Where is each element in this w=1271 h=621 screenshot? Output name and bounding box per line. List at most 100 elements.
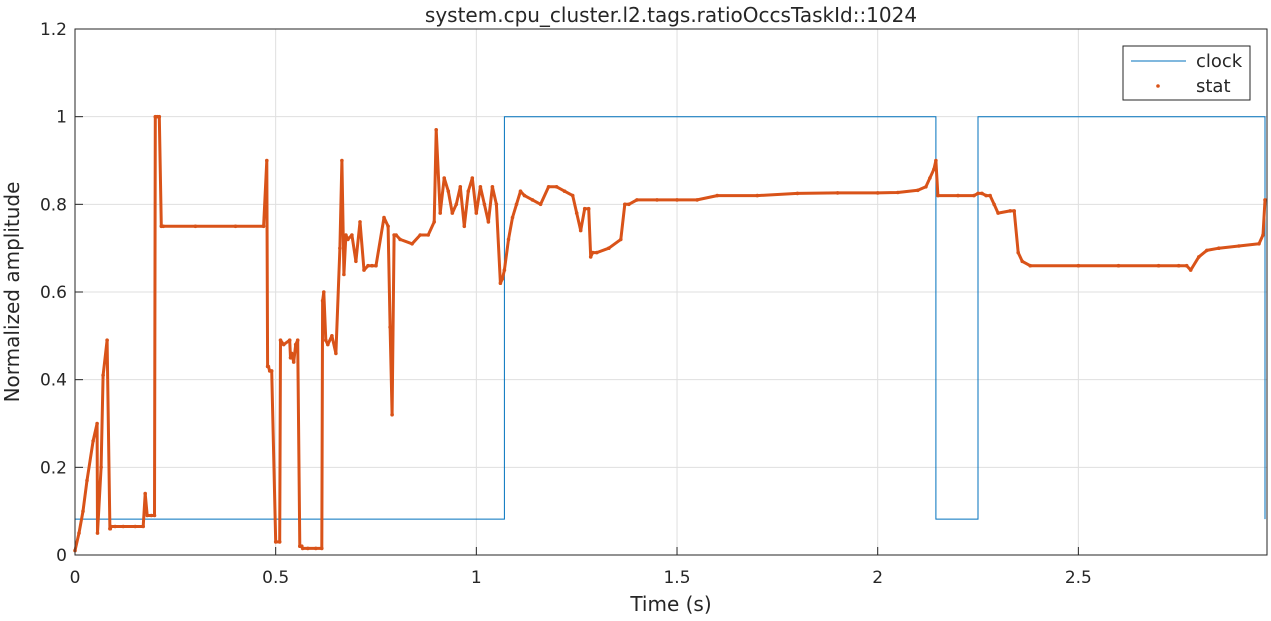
series-stat-point xyxy=(470,176,475,180)
series-stat xyxy=(73,114,1267,553)
y-tick-label: 1.2 xyxy=(40,20,67,40)
series-stat-point xyxy=(1257,242,1261,246)
series-stat-point xyxy=(1016,250,1020,255)
series-stat-point xyxy=(635,198,639,202)
series-stat-point xyxy=(795,191,800,196)
series-stat-point xyxy=(514,202,519,207)
series-stat-point xyxy=(1176,263,1181,268)
series-stat-point xyxy=(574,211,579,215)
series-stat-point xyxy=(916,188,920,193)
series-stat-point xyxy=(233,224,238,229)
series-stat-point xyxy=(141,524,145,529)
series-stat-point xyxy=(278,338,283,343)
series-stat-point xyxy=(265,158,269,163)
series-stat-point xyxy=(281,342,286,347)
series-stat-point xyxy=(522,193,527,198)
series-stat-point xyxy=(149,513,154,518)
series-stat-point xyxy=(570,193,575,198)
series-stat-point xyxy=(538,202,543,207)
series-stat-point xyxy=(394,233,398,237)
series-stat-point xyxy=(675,198,679,202)
series-stat-point xyxy=(291,360,296,364)
series-stat-point xyxy=(358,220,362,224)
series-stat-point xyxy=(546,185,551,189)
series-stat-point xyxy=(1076,263,1081,268)
series-stat-point xyxy=(992,202,996,207)
series-stat-point xyxy=(446,189,451,193)
series-stat-point xyxy=(386,224,390,229)
series-stat-point xyxy=(374,263,378,268)
series-stat-point xyxy=(875,191,880,195)
series-stat-point xyxy=(314,546,318,551)
series-stat-point xyxy=(105,338,109,343)
series-stat-point xyxy=(562,189,567,193)
series-stat-point xyxy=(486,220,491,224)
series-stat-point xyxy=(715,193,719,198)
series-stat-point xyxy=(334,351,338,356)
series-stat-point xyxy=(1263,198,1267,202)
x-tick-label: 2.5 xyxy=(1065,568,1092,588)
y-axis-label: Normalized amplitude xyxy=(0,182,24,403)
series-stat-point xyxy=(474,211,479,215)
series-stat-point xyxy=(490,185,495,189)
series-stat-point xyxy=(1020,259,1024,264)
y-axis-ticks: 0 0.2 0.4 0.6 0.8 1 1.2 xyxy=(40,20,83,566)
y-tick-label: 0.4 xyxy=(40,371,67,391)
series-stat-point xyxy=(506,237,511,242)
x-tick-label: 0.5 xyxy=(262,568,289,588)
legend-stat-swatch xyxy=(1156,84,1160,88)
series-stat-point xyxy=(482,202,487,207)
series-stat-point xyxy=(269,369,274,373)
legend-stat-label: stat xyxy=(1196,76,1231,97)
series-stat-point xyxy=(588,255,593,259)
series-stat-point xyxy=(586,206,591,211)
series-clock xyxy=(75,116,1266,520)
x-axis-label: Time (s) xyxy=(629,592,711,616)
y-tick-label: 1 xyxy=(56,108,67,128)
series-stat-point xyxy=(322,290,326,294)
series-stat-point xyxy=(277,540,282,544)
series-stat-point xyxy=(95,421,99,426)
series-stat-point xyxy=(109,524,113,529)
series-stat-point xyxy=(896,190,900,195)
series-stat-point xyxy=(1008,209,1012,213)
series-stat-point xyxy=(95,531,100,535)
series-stat-point xyxy=(924,185,928,189)
series-stat-point xyxy=(287,338,292,343)
series-stat-point xyxy=(607,246,611,250)
series-stat-point xyxy=(99,465,103,470)
series-stat-point xyxy=(1261,233,1265,237)
series-stat-point xyxy=(346,237,350,242)
series-stat-point xyxy=(324,338,328,343)
series-stat-point xyxy=(466,189,471,193)
series-stat-point xyxy=(121,524,125,529)
series-stat-point xyxy=(1028,263,1032,268)
y-tick-label: 0.2 xyxy=(40,458,67,478)
x-tick-label: 1 xyxy=(471,568,482,588)
x-tick-label: 0 xyxy=(70,568,81,588)
series-stat-point xyxy=(976,191,980,196)
x-tick-label: 1.5 xyxy=(663,568,690,588)
series-stat-point xyxy=(398,237,402,242)
series-stat-point xyxy=(695,198,699,202)
series-stat-point xyxy=(494,202,499,207)
series-stat-point xyxy=(988,193,992,198)
series-stat-point xyxy=(362,268,366,272)
series-stat-point xyxy=(498,281,503,286)
series-stat-point xyxy=(934,158,938,163)
series-stat-line xyxy=(73,115,1267,553)
series-stat-point xyxy=(382,215,386,220)
series-stat-point xyxy=(619,237,623,242)
series-stat-point xyxy=(755,193,760,198)
series-stat-point xyxy=(388,325,392,329)
series-stat-point xyxy=(330,334,334,338)
series-stat-point xyxy=(582,206,587,211)
series-stat-point xyxy=(1188,268,1193,272)
series-stat-point xyxy=(193,224,198,229)
series-stat-point xyxy=(344,233,348,237)
series-stat-point xyxy=(478,185,483,189)
series-stat-point xyxy=(450,211,455,215)
series-stat-point xyxy=(434,128,439,132)
series-stat-point xyxy=(85,478,89,483)
